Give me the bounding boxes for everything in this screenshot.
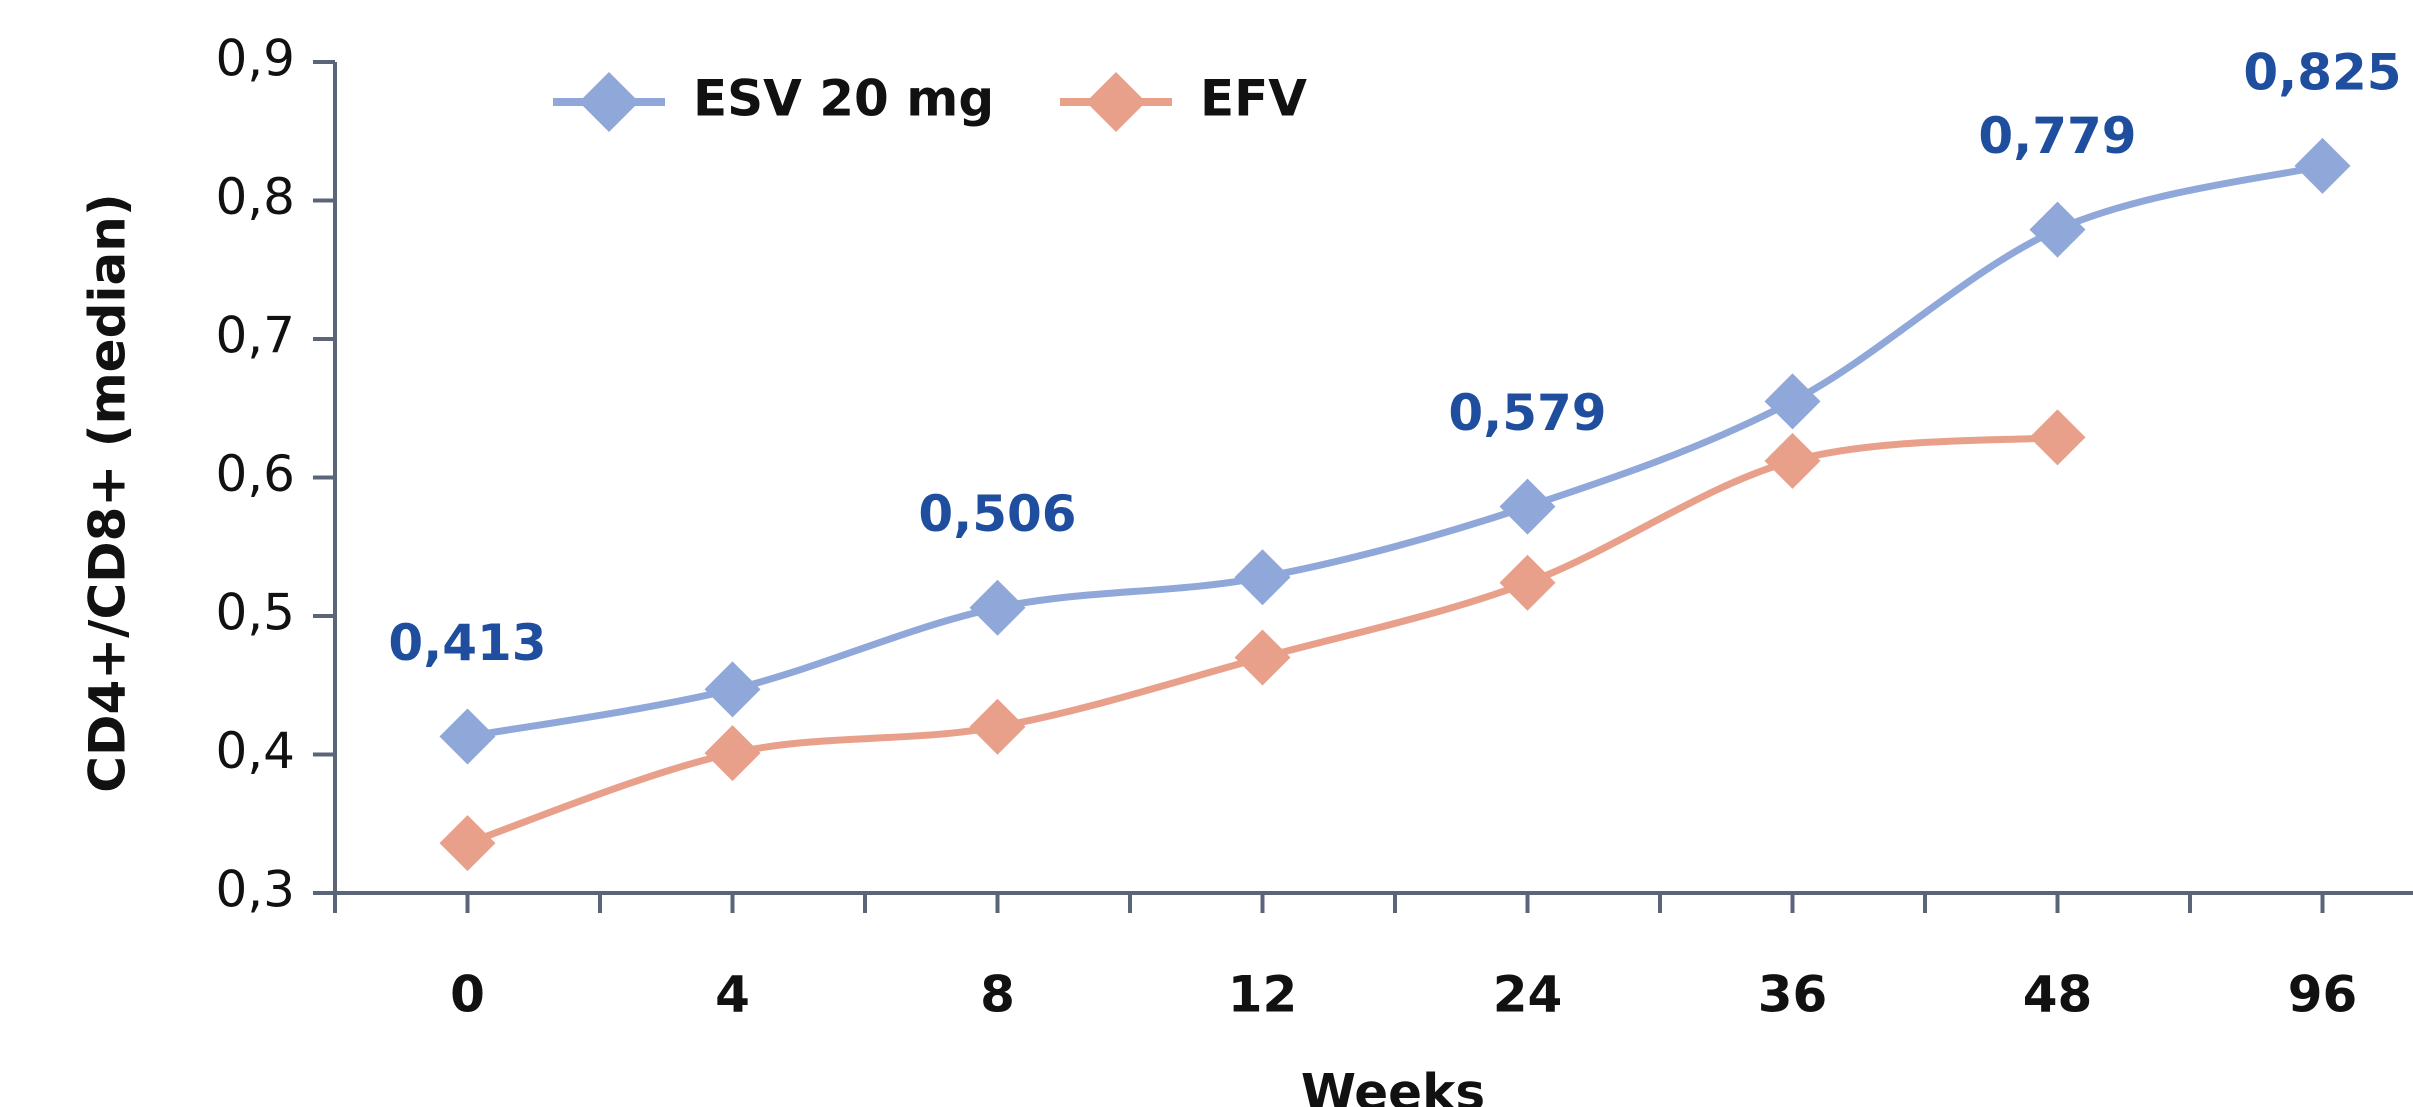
marker <box>2029 409 2086 466</box>
marker <box>704 661 761 718</box>
legend-marker <box>579 72 639 132</box>
marker <box>2294 137 2351 194</box>
x-tick-label: 12 <box>1228 966 1298 1024</box>
x-axis-label: Weeks <box>1301 1064 1485 1107</box>
series-line <box>466 162 2324 740</box>
marker <box>439 708 496 765</box>
legend-marker <box>1086 72 1146 132</box>
y-axis-label: CD4+/CD8+ (median) <box>79 193 137 792</box>
y-tick-label: 0,6 <box>215 445 295 503</box>
x-tick-label: 36 <box>1758 966 1828 1024</box>
marker <box>1234 629 1291 686</box>
y-tick-label: 0,3 <box>215 861 295 919</box>
x-tick-label: 96 <box>2288 966 2358 1024</box>
data-label: 0,779 <box>1978 107 2136 165</box>
data-label: 0,579 <box>1448 384 1606 442</box>
marker <box>2029 201 2086 258</box>
marker <box>704 725 761 782</box>
data-label: 0,825 <box>2243 43 2401 101</box>
marker <box>1234 549 1291 606</box>
marker <box>439 815 496 872</box>
x-tick-label: 48 <box>2023 966 2093 1024</box>
marker <box>1764 373 1821 430</box>
marker <box>969 579 1026 636</box>
marker <box>1499 554 1556 611</box>
y-tick-label: 0,5 <box>215 584 295 642</box>
legend-label: ESV 20 mg <box>693 70 994 128</box>
x-tick-label: 0 <box>450 966 485 1024</box>
x-tick-label: 24 <box>1493 966 1563 1024</box>
marker <box>1764 432 1821 489</box>
y-tick-label: 0,8 <box>215 168 295 226</box>
data-label: 0,506 <box>918 485 1076 543</box>
y-tick-label: 0,4 <box>215 722 295 780</box>
data-label: 0,413 <box>388 614 546 672</box>
y-tick-label: 0,9 <box>215 30 295 88</box>
x-tick-label: 8 <box>980 966 1015 1024</box>
x-tick-label: 4 <box>715 966 750 1024</box>
marker <box>1499 478 1556 535</box>
marker <box>969 698 1026 755</box>
legend-label: EFV <box>1200 70 1307 128</box>
y-tick-label: 0,7 <box>215 307 295 365</box>
